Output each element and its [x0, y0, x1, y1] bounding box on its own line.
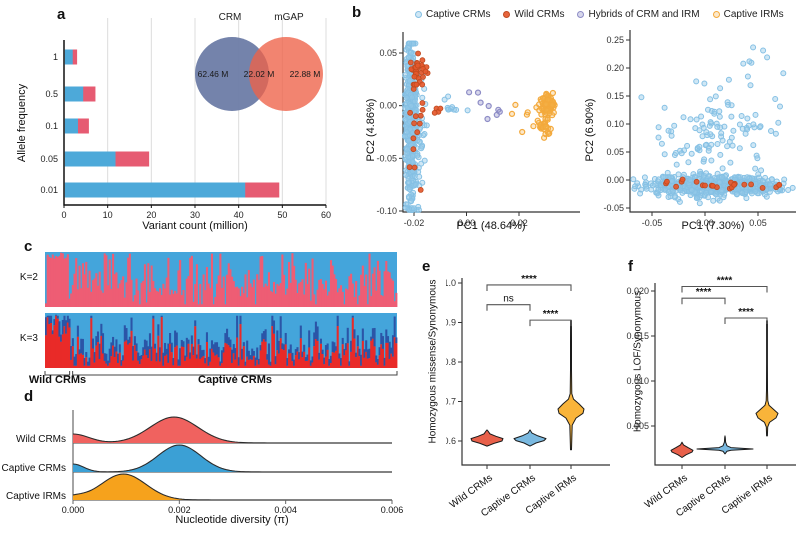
svg-text:0.05: 0.05 — [749, 218, 767, 228]
legend-item-hybrids: Hybrids of CRM and IRM — [577, 9, 700, 20]
svg-text:-0.10: -0.10 — [376, 206, 397, 216]
svg-text:20: 20 — [146, 210, 156, 220]
svg-text:0.9: 0.9 — [446, 318, 456, 328]
svg-text:mGAP: mGAP — [274, 12, 304, 23]
panel-e-label: e — [422, 258, 431, 275]
svg-text:0.01: 0.01 — [40, 185, 58, 195]
svg-text:22.88 M: 22.88 M — [290, 69, 321, 79]
svg-text:-0.05: -0.05 — [642, 218, 663, 228]
svg-text:****: **** — [521, 274, 537, 285]
panel-f-yaxis-title: Homozygous LOF/Synonymous — [632, 290, 644, 433]
panel-a-label: a — [57, 6, 66, 23]
svg-text:0.000: 0.000 — [62, 505, 85, 515]
svg-text:ns: ns — [503, 294, 514, 305]
svg-text:0.6: 0.6 — [446, 436, 456, 446]
ridge-row-label-wild-crms: Wild CRMs — [16, 434, 66, 445]
admixture-k2-label: K=2 — [19, 272, 38, 283]
svg-text:0: 0 — [61, 210, 66, 220]
panel-b-left-xaxis-title: PC1 (48.64%) — [456, 220, 526, 232]
legend-label: Wild CRMs — [514, 9, 565, 20]
pca-legend: Captive CRMs Wild CRMs Hybrids of CRM an… — [415, 9, 784, 20]
svg-text:1.0: 1.0 — [446, 278, 456, 288]
svg-text:-0.05: -0.05 — [376, 153, 397, 163]
svg-text:0.005: 0.005 — [626, 421, 649, 431]
svg-text:0.00: 0.00 — [458, 218, 476, 228]
svg-text:****: **** — [543, 309, 559, 320]
svg-text:0.05: 0.05 — [40, 154, 58, 164]
svg-text:30: 30 — [190, 210, 200, 220]
group-label-wild-crms: Wild CRMs — [28, 374, 87, 386]
panel-f-label: f — [628, 258, 633, 275]
svg-text:0.010: 0.010 — [626, 376, 649, 386]
panel-a-yaxis-title: Allele frequency — [16, 83, 28, 163]
legend-label: Hybrids of CRM and IRM — [588, 9, 700, 20]
svg-text:0.002: 0.002 — [168, 505, 191, 515]
panel-a-xaxis-title: Variant count (million) — [142, 220, 248, 232]
svg-text:0.00: 0.00 — [696, 218, 714, 228]
legend-label: Captive CRMs — [426, 9, 491, 20]
svg-text:0.25: 0.25 — [606, 35, 624, 45]
panel-b-label: b — [352, 4, 362, 21]
svg-text:0.05: 0.05 — [606, 147, 624, 157]
panel-d-label: d — [24, 388, 34, 405]
panel-e-yaxis-title: Homozygous missense/Synonymous — [427, 279, 439, 444]
legend-label: Captive IRMs — [723, 9, 784, 20]
svg-text:0.1: 0.1 — [45, 121, 58, 131]
nucleotide-diversity-ridgeline-plot: 0.000 0.002 0.004 0.006 — [62, 410, 404, 515]
svg-text:0.02: 0.02 — [510, 218, 528, 228]
captive-crms-dot-icon — [415, 11, 422, 18]
svg-text:0.004: 0.004 — [274, 505, 297, 515]
svg-text:0.05: 0.05 — [379, 48, 397, 58]
svg-text:0.006: 0.006 — [381, 505, 404, 515]
svg-text:22.02 M: 22.02 M — [244, 69, 275, 79]
panel-b-right-yaxis-title: PC2 (6.90%) — [584, 98, 596, 162]
svg-text:62.46 M: 62.46 M — [198, 69, 229, 79]
legend-item-captive-crms: Captive CRMs — [415, 9, 490, 20]
admixture-structure-plot — [44, 252, 398, 378]
ridge-row-label-captive-crms: Captive CRMs — [1, 463, 66, 474]
svg-text:0.015: 0.015 — [626, 331, 649, 341]
svg-text:-0.05: -0.05 — [603, 203, 624, 213]
svg-text:0.00: 0.00 — [379, 101, 397, 111]
svg-text:0.00: 0.00 — [606, 175, 624, 185]
svg-text:0.15: 0.15 — [606, 91, 624, 101]
svg-text:****: **** — [696, 287, 712, 298]
legend-item-captive-irms: Captive IRMs — [712, 9, 784, 20]
svg-text:60: 60 — [321, 210, 331, 220]
panel-c-label: c — [24, 238, 33, 255]
svg-text:1: 1 — [53, 52, 58, 62]
ridge-row-label-captive-irms: Captive IRMs — [5, 491, 66, 502]
svg-text:****: **** — [717, 276, 733, 287]
panel-b-right-xaxis-title: PC1 (7.30%) — [681, 220, 745, 232]
svg-text:10: 10 — [103, 210, 113, 220]
panel-b-left-yaxis-title: PC2 (4.86%) — [365, 98, 377, 162]
svg-text:-0.02: -0.02 — [404, 218, 425, 228]
wild-crms-dot-icon — [503, 11, 511, 18]
legend-item-wild-crms: Wild CRMs — [503, 9, 564, 20]
admixture-k3-label: K=3 — [19, 333, 38, 344]
panel-d-xaxis-title: Nucleotide diversity (π) — [175, 514, 289, 526]
hybrids-dot-icon — [577, 11, 585, 18]
svg-text:0.10: 0.10 — [606, 119, 624, 129]
svg-text:0.20: 0.20 — [606, 63, 624, 73]
svg-text:0.8: 0.8 — [446, 357, 456, 367]
svg-text:0.020: 0.020 — [626, 286, 649, 296]
svg-text:0.7: 0.7 — [446, 397, 456, 407]
group-label-captive-crms: Captive CRMs — [198, 374, 272, 386]
pca-scatter-plot-crm: -0.02 0.00 0.02 0.05 0.00 -0.05 -0.10 — [376, 32, 580, 228]
svg-text:0.5: 0.5 — [45, 89, 58, 99]
svg-text:50: 50 — [277, 210, 287, 220]
svg-text:CRM: CRM — [219, 12, 242, 23]
captive-irms-dot-icon — [712, 11, 720, 18]
crm-mgap-venn-diagram: CRM mGAP 62.46 M 22.02 M 22.88 M — [195, 12, 323, 111]
svg-text:40: 40 — [234, 210, 244, 220]
pca-scatter-plot-all: -0.05 0.00 0.05 0.25 0.20 0.15 0.10 0.05 0.00 -0.… — [603, 30, 796, 228]
svg-text:****: **** — [738, 307, 754, 318]
